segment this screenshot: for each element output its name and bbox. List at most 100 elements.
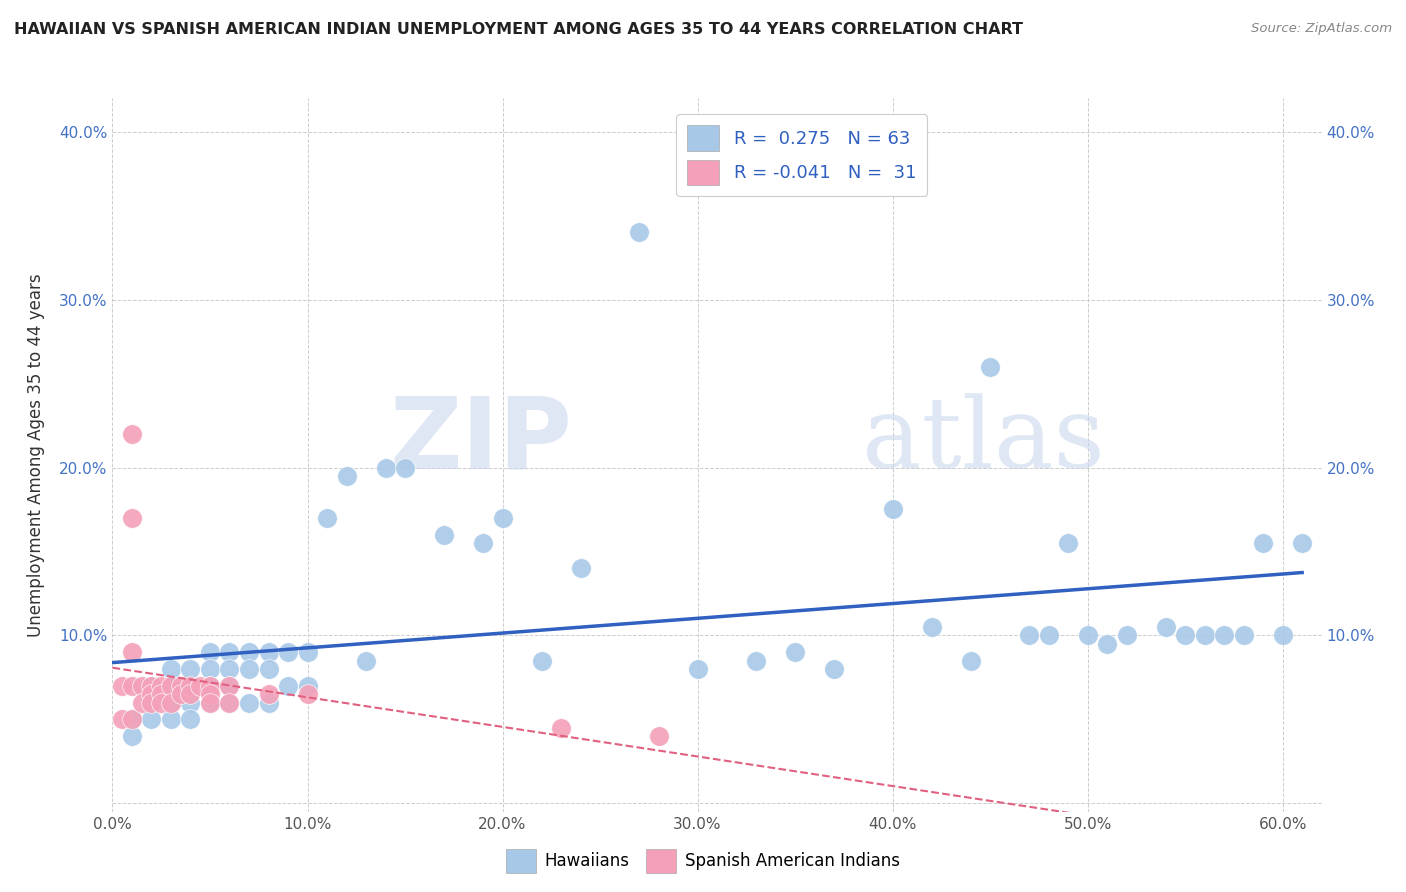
Point <box>628 226 651 240</box>
Point <box>179 712 201 726</box>
Point <box>131 696 153 710</box>
Point <box>170 679 193 693</box>
Point <box>1115 628 1137 642</box>
Point <box>121 729 143 743</box>
Legend: Hawaiians, Spanish American Indians: Hawaiians, Spanish American Indians <box>499 842 907 880</box>
Point <box>111 712 134 726</box>
Point <box>141 712 163 726</box>
Point <box>277 679 299 693</box>
Point <box>141 679 163 693</box>
Point <box>783 645 806 659</box>
Point <box>1095 637 1118 651</box>
Point <box>979 359 1001 374</box>
Point <box>150 696 173 710</box>
Point <box>198 645 221 659</box>
Point <box>141 696 163 710</box>
Point <box>198 687 221 701</box>
Point <box>921 620 943 634</box>
Point <box>218 679 240 693</box>
Point <box>297 679 319 693</box>
Point <box>354 654 377 668</box>
Point <box>160 696 183 710</box>
Point <box>160 679 183 693</box>
Point <box>179 679 201 693</box>
Point <box>198 696 221 710</box>
Point <box>959 654 981 668</box>
Point <box>433 527 456 541</box>
Point <box>218 696 240 710</box>
Point <box>179 687 201 701</box>
Point <box>238 696 260 710</box>
Point <box>188 679 211 693</box>
Point <box>335 469 357 483</box>
Point <box>1194 628 1216 642</box>
Point <box>491 511 513 525</box>
Point <box>1213 628 1236 642</box>
Point <box>530 654 553 668</box>
Point <box>1038 628 1060 642</box>
Point <box>277 645 299 659</box>
Point <box>160 696 183 710</box>
Point <box>141 679 163 693</box>
Point <box>745 654 768 668</box>
Point <box>170 687 193 701</box>
Point <box>1271 628 1294 642</box>
Point <box>394 460 416 475</box>
Point <box>121 679 143 693</box>
Point <box>1291 536 1313 550</box>
Point <box>257 662 280 676</box>
Point <box>198 696 221 710</box>
Point <box>316 511 339 525</box>
Point <box>1233 628 1256 642</box>
Point <box>198 679 221 693</box>
Point <box>218 679 240 693</box>
Point <box>218 662 240 676</box>
Point <box>823 662 845 676</box>
Point <box>179 696 201 710</box>
Point <box>141 687 163 701</box>
Point <box>374 460 396 475</box>
Point <box>121 645 143 659</box>
Point <box>550 721 572 735</box>
Point <box>1154 620 1177 634</box>
Point <box>1057 536 1080 550</box>
Point <box>198 662 221 676</box>
Point <box>257 696 280 710</box>
Text: Source: ZipAtlas.com: Source: ZipAtlas.com <box>1251 22 1392 36</box>
Point <box>218 696 240 710</box>
Y-axis label: Unemployment Among Ages 35 to 44 years: Unemployment Among Ages 35 to 44 years <box>27 273 45 637</box>
Point <box>297 687 319 701</box>
Point <box>111 679 134 693</box>
Point <box>882 502 904 516</box>
Point <box>686 662 709 676</box>
Point <box>150 687 173 701</box>
Text: HAWAIIAN VS SPANISH AMERICAN INDIAN UNEMPLOYMENT AMONG AGES 35 TO 44 YEARS CORRE: HAWAIIAN VS SPANISH AMERICAN INDIAN UNEM… <box>14 22 1024 37</box>
Text: ZIP: ZIP <box>389 392 572 489</box>
Point <box>131 679 153 693</box>
Point <box>1174 628 1197 642</box>
Point <box>1251 536 1274 550</box>
Point <box>160 662 183 676</box>
Point <box>472 536 495 550</box>
Point <box>569 561 592 575</box>
Point <box>238 645 260 659</box>
Point <box>121 511 143 525</box>
Legend: R =  0.275   N = 63, R = -0.041   N =  31: R = 0.275 N = 63, R = -0.041 N = 31 <box>676 114 927 196</box>
Point <box>238 662 260 676</box>
Point <box>257 645 280 659</box>
Point <box>160 679 183 693</box>
Point <box>121 426 143 441</box>
Point <box>1077 628 1099 642</box>
Point <box>179 662 201 676</box>
Point <box>198 679 221 693</box>
Text: atlas: atlas <box>862 392 1105 489</box>
Point <box>141 696 163 710</box>
Point <box>218 645 240 659</box>
Point <box>297 645 319 659</box>
Point <box>1018 628 1040 642</box>
Point <box>121 712 143 726</box>
Point <box>257 687 280 701</box>
Point <box>121 712 143 726</box>
Point <box>647 729 669 743</box>
Point <box>150 679 173 693</box>
